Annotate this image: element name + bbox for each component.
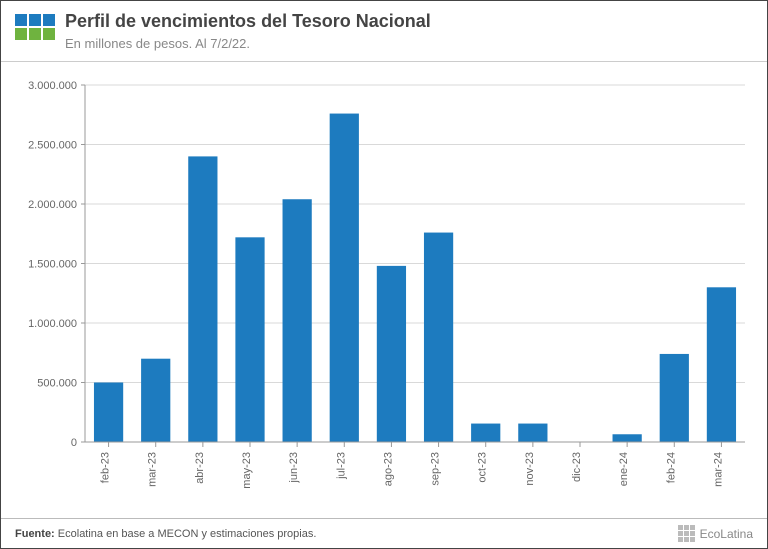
- svg-text:3.000.000: 3.000.000: [28, 80, 77, 92]
- svg-text:0: 0: [71, 437, 77, 449]
- svg-text:2.000.000: 2.000.000: [28, 199, 77, 211]
- footer-logo-icon: [678, 525, 695, 542]
- svg-text:2.500.000: 2.500.000: [28, 140, 77, 152]
- footer-brand-text: EcoLatina: [700, 527, 753, 541]
- x-tick-label: mar-24: [712, 452, 724, 487]
- x-tick-label: oct-23: [477, 452, 489, 483]
- header: Perfil de vencimientos del Tesoro Nacion…: [1, 1, 767, 57]
- x-tick-label: sep-23: [430, 452, 442, 486]
- x-tick-label: ene-24: [618, 452, 630, 486]
- divider: [1, 61, 767, 62]
- x-tick-label: jul-23: [335, 452, 347, 480]
- x-tick-label: may-23: [241, 452, 253, 489]
- x-tick-label: ago-23: [382, 452, 394, 486]
- x-tick-label: nov-23: [524, 452, 536, 486]
- svg-text:1.500.000: 1.500.000: [28, 259, 77, 271]
- x-tick-label: feb-24: [665, 452, 677, 483]
- chart-subtitle: En millones de pesos. Al 7/2/22.: [65, 36, 753, 51]
- brand-logo-icon: [15, 14, 55, 40]
- source-line: Fuente: Ecolatina en base a MECON y esti…: [15, 528, 316, 540]
- x-tick-label: jun-23: [288, 452, 300, 484]
- source-label: Fuente:: [15, 528, 55, 540]
- svg-text:500.000: 500.000: [37, 378, 77, 390]
- x-tick-label: feb-23: [100, 452, 112, 483]
- source-text: Ecolatina en base a MECON y estimaciones…: [55, 528, 317, 540]
- footer: Fuente: Ecolatina en base a MECON y esti…: [1, 518, 767, 548]
- x-tick-label: mar-23: [147, 452, 159, 487]
- bar-chart: 0 500.000 1.000.000 1.500.000 2.000.000 2.500…: [15, 75, 753, 498]
- x-tick-label: abr-23: [194, 452, 206, 484]
- footer-brand: EcoLatina: [678, 525, 753, 542]
- x-tick-label: dic-23: [571, 452, 583, 482]
- svg-text:1.000.000: 1.000.000: [28, 318, 77, 330]
- chart-title: Perfil de vencimientos del Tesoro Nacion…: [65, 11, 753, 33]
